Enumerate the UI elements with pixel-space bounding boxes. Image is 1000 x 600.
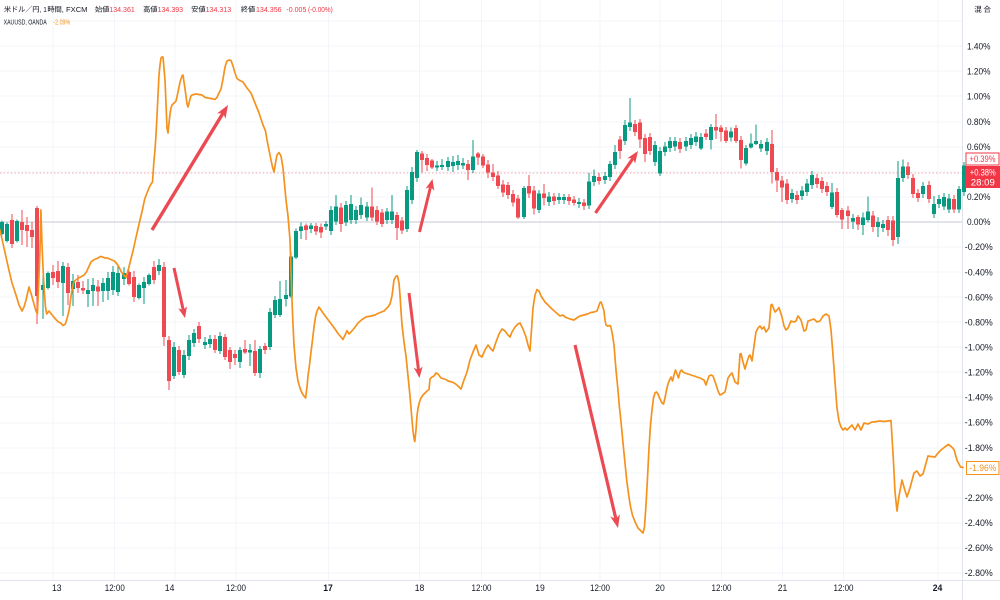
- svg-text:-1.20%: -1.20%: [965, 368, 993, 378]
- svg-text:+0.38%: +0.38%: [970, 168, 996, 178]
- svg-text:12:00: 12:00: [105, 583, 125, 593]
- svg-text:12:00: 12:00: [712, 583, 732, 593]
- svg-text:-1.00%: -1.00%: [965, 343, 993, 353]
- svg-text:0.60%: 0.60%: [967, 142, 991, 152]
- svg-text:-2.80%: -2.80%: [965, 568, 993, 578]
- svg-text:1.20%: 1.20%: [967, 67, 991, 77]
- svg-text:0.20%: 0.20%: [967, 192, 991, 202]
- svg-text:-2.09%: -2.09%: [53, 17, 70, 26]
- svg-text:18: 18: [415, 583, 425, 593]
- svg-text:21: 21: [778, 583, 788, 593]
- svg-text:1.40%: 1.40%: [967, 42, 991, 52]
- svg-text:-2.60%: -2.60%: [965, 543, 993, 553]
- svg-text:-2.20%: -2.20%: [965, 493, 993, 503]
- svg-text:0.80%: 0.80%: [967, 117, 991, 127]
- svg-text:(-0.00%): (-0.00%): [308, 5, 333, 14]
- svg-text:12:00: 12:00: [472, 583, 492, 593]
- svg-text:134.361: 134.361: [109, 5, 135, 14]
- svg-text:-1.60%: -1.60%: [965, 418, 993, 428]
- svg-text:, FXCM: , FXCM: [62, 5, 88, 14]
- svg-text:19: 19: [535, 583, 545, 593]
- svg-text:134.313: 134.313: [206, 5, 232, 14]
- svg-text:, 1: , 1: [40, 5, 47, 14]
- svg-text:28:09: 28:09: [971, 178, 995, 188]
- svg-text:14: 14: [165, 583, 175, 593]
- svg-text:-1.80%: -1.80%: [965, 443, 993, 453]
- svg-text:17: 17: [323, 583, 333, 593]
- svg-text:134.356: 134.356: [256, 5, 282, 14]
- svg-text:-1.96%: -1.96%: [969, 463, 996, 473]
- svg-text:134.393: 134.393: [158, 5, 184, 14]
- svg-text:-0.40%: -0.40%: [965, 267, 993, 277]
- svg-text:-0.80%: -0.80%: [965, 317, 993, 327]
- svg-text:12:00: 12:00: [834, 583, 854, 593]
- svg-text:0.00%: 0.00%: [967, 217, 991, 227]
- svg-text:-0.005: -0.005: [286, 5, 306, 14]
- svg-text:1.00%: 1.00%: [967, 92, 991, 102]
- svg-text:12:00: 12:00: [590, 583, 610, 593]
- svg-text:-0.60%: -0.60%: [965, 292, 993, 302]
- svg-text:24: 24: [933, 583, 943, 593]
- svg-text:-1.40%: -1.40%: [965, 393, 993, 403]
- svg-text:+0.39%: +0.39%: [970, 154, 996, 164]
- svg-text:13: 13: [52, 583, 62, 593]
- svg-text:20: 20: [655, 583, 665, 593]
- svg-text:12:00: 12:00: [226, 583, 246, 593]
- svg-text:-2.40%: -2.40%: [965, 518, 993, 528]
- svg-text:-0.20%: -0.20%: [965, 242, 993, 252]
- svg-text:XAUUSD, OANDA: XAUUSD, OANDA: [4, 17, 47, 26]
